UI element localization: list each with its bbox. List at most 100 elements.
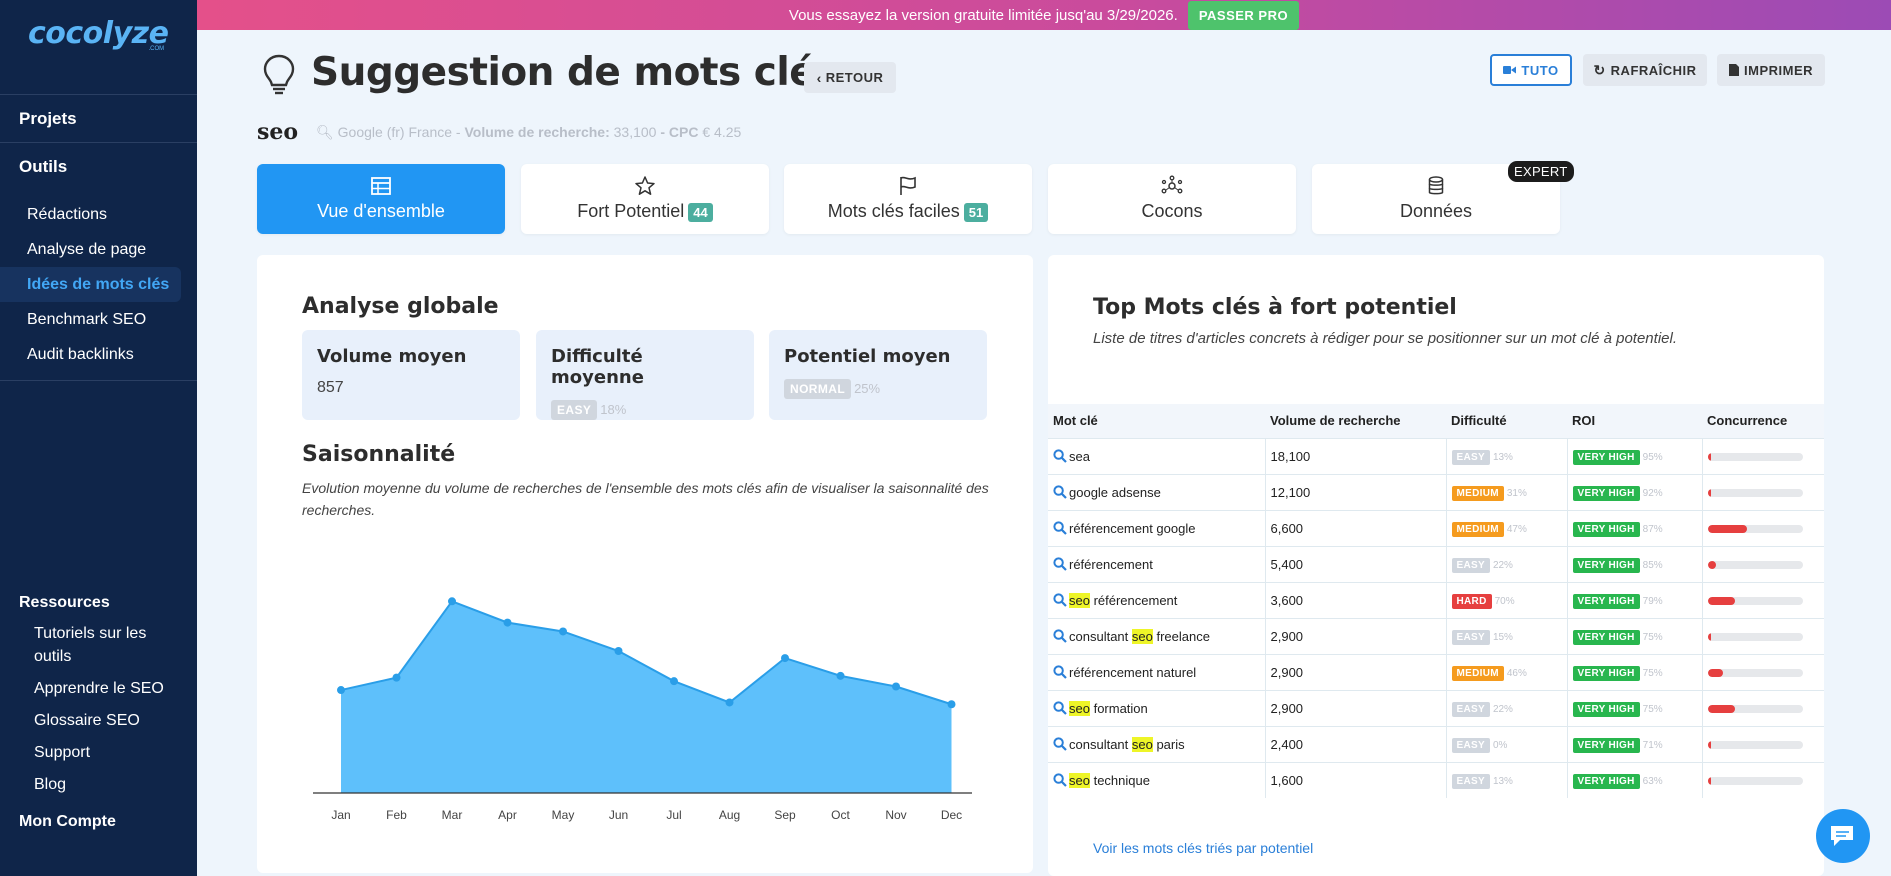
table-row[interactable]: seo formation 2,900 EASY 22% VERY HIGH 75% xyxy=(1048,689,1824,726)
data-point-apr[interactable] xyxy=(503,618,512,627)
concurrence-cell xyxy=(1701,509,1824,546)
search-icon: 🔍︎ xyxy=(316,124,334,140)
table-row[interactable]: seo référencement 3,600 HARD 70% VERY HIGH 79… xyxy=(1048,581,1824,618)
difficulty-badge: EASY xyxy=(1451,701,1490,717)
kw-highlight: seo xyxy=(1069,592,1090,608)
search-icon[interactable] xyxy=(1053,736,1067,751)
refresh-icon: ↻ xyxy=(1593,61,1606,78)
keywords-table: Mot clé Volume de recherche Difficulté R… xyxy=(1048,404,1824,798)
back-button[interactable]: ‹ RETOUR xyxy=(804,62,896,93)
sidebar-res-support[interactable]: Support xyxy=(34,744,91,761)
sidebar-item-benchmark-seo[interactable]: Benchmark SEO xyxy=(27,310,147,328)
top-keywords-subtitle: Liste de titres d'articles concrets à ré… xyxy=(1093,330,1677,347)
chat-button[interactable] xyxy=(1816,809,1870,863)
search-icon[interactable] xyxy=(1053,700,1067,715)
data-point-dec[interactable] xyxy=(947,700,956,709)
data-point-aug[interactable] xyxy=(725,698,734,707)
col-volume[interactable]: Volume de recherche xyxy=(1265,404,1446,438)
data-point-jan[interactable] xyxy=(337,686,345,695)
search-icon[interactable] xyxy=(1053,628,1067,643)
search-icon[interactable] xyxy=(1053,556,1067,571)
volume-cell: 3,600 xyxy=(1264,581,1446,618)
col-concurrence[interactable]: Concurrence xyxy=(1702,404,1824,438)
table-row[interactable]: seo technique 1,600 EASY 13% VERY HIGH 63% xyxy=(1048,761,1824,798)
print-button[interactable]: IMPRIMER xyxy=(1717,54,1825,86)
kw-post: sea xyxy=(1069,448,1090,464)
data-point-feb[interactable] xyxy=(392,673,401,682)
concurrence-cell xyxy=(1701,761,1824,798)
keyword-cell[interactable]: google adsense xyxy=(1048,473,1265,510)
seasonality-chart: Jan Feb Mar Apr May Jun Jul Aug Sep Oct Nov Dec xyxy=(313,597,972,822)
roi-pct: 63% xyxy=(1642,775,1663,787)
data-point-jul[interactable] xyxy=(670,677,678,686)
roi-cell: VERY HIGH 75% xyxy=(1566,617,1702,654)
keyword-cell[interactable]: sea xyxy=(1048,437,1265,474)
keyword-cell[interactable]: référencement naturel xyxy=(1048,653,1265,690)
data-point-mar[interactable] xyxy=(448,597,456,606)
upgrade-button[interactable]: PASSER PRO xyxy=(1187,0,1300,30)
keyword-cell[interactable]: seo technique xyxy=(1048,761,1265,798)
keyword-cell[interactable]: consultant seo freelance xyxy=(1048,617,1265,654)
data-point-sep[interactable] xyxy=(781,654,789,663)
table-row[interactable]: consultant seo paris 2,400 EASY 0% VERY HIGH… xyxy=(1048,725,1824,762)
concurrence-bar xyxy=(1707,561,1803,570)
table-row[interactable]: google adsense 12,100 MEDIUM 31% VERY HIGH 92… xyxy=(1048,473,1824,510)
kw-post: freelance xyxy=(1152,628,1210,644)
concurrence-cell xyxy=(1701,473,1824,510)
sidebar-item-audit-backlinks[interactable]: Audit backlinks xyxy=(27,345,134,363)
difficulty-pct: 22% xyxy=(1492,559,1513,571)
search-icon[interactable] xyxy=(1053,484,1067,499)
roi-badge: VERY HIGH xyxy=(1572,593,1640,609)
difficulty-pct: 46% xyxy=(1506,667,1527,679)
tab-cocons[interactable]: Cocons xyxy=(1048,164,1296,234)
table-row[interactable]: référencement google 6,600 MEDIUM 47% VERY H… xyxy=(1048,509,1824,546)
keyword-cell[interactable]: seo référencement xyxy=(1048,581,1265,618)
search-icon[interactable] xyxy=(1053,592,1067,607)
sidebar-res-blog[interactable]: Blog xyxy=(34,776,67,793)
tab-overview[interactable]: Vue d'ensemble xyxy=(257,164,505,234)
table-row[interactable]: référencement naturel 2,900 MEDIUM 46% VERY … xyxy=(1048,653,1824,690)
col-difficulty[interactable]: Difficulté xyxy=(1446,404,1567,438)
tuto-button[interactable]: TUTO xyxy=(1490,54,1572,86)
keyword-cell[interactable]: référencement google xyxy=(1048,509,1265,546)
concurrence-cell xyxy=(1701,725,1824,762)
volume-cell: 18,100 xyxy=(1264,437,1446,474)
logo[interactable]: cocolyze .COM xyxy=(0,0,197,95)
sidebar-divider xyxy=(0,380,197,381)
sidebar-projects[interactable]: Projets xyxy=(0,95,197,143)
sidebar-res-tutoriels[interactable]: Tutoriels sur les outils xyxy=(34,625,147,665)
search-icon[interactable] xyxy=(1053,520,1067,535)
data-point-nov[interactable] xyxy=(892,682,900,691)
col-keyword[interactable]: Mot clé xyxy=(1048,404,1265,438)
table-row[interactable]: référencement 5,400 EASY 22% VERY HIGH 85% xyxy=(1048,545,1824,582)
concurrence-bar xyxy=(1707,633,1803,642)
sidebar-account[interactable]: Mon Compte xyxy=(19,813,116,830)
search-icon[interactable] xyxy=(1053,773,1067,787)
see-more-link[interactable]: Voir les mots clés triés par potentiel xyxy=(1093,840,1314,856)
refresh-button[interactable]: ↻ RAFRAÎCHIR xyxy=(1583,54,1707,86)
concurrence-fill xyxy=(1707,669,1723,678)
table-row[interactable]: sea 18,100 EASY 13% VERY HIGH 95% xyxy=(1048,437,1824,474)
difficulty-badge: MEDIUM xyxy=(1451,485,1504,501)
roi-pct: 87% xyxy=(1642,523,1663,535)
search-icon[interactable] xyxy=(1053,664,1067,679)
sidebar-item-idees-mots-cles[interactable]: Idées de mots clés xyxy=(0,267,181,302)
keyword-cell[interactable]: seo formation xyxy=(1048,689,1265,726)
tab-fort-potentiel[interactable]: Fort Potentiel 44 xyxy=(521,164,769,234)
table-row[interactable]: consultant seo freelance 2,900 EASY 15% VERY… xyxy=(1048,617,1824,654)
data-point-jun[interactable] xyxy=(614,647,623,655)
sidebar-item-analyse-page[interactable]: Analyse de page xyxy=(27,240,147,258)
sidebar-res-apprendre[interactable]: Apprendre le SEO xyxy=(34,680,164,697)
col-roi[interactable]: ROI xyxy=(1567,404,1702,438)
search-icon[interactable] xyxy=(1053,448,1067,463)
sidebar-tools[interactable]: Outils xyxy=(19,157,68,176)
data-point-oct[interactable] xyxy=(836,671,845,680)
sidebar-item-redactions[interactable]: Rédactions xyxy=(27,205,108,223)
keyword-cell[interactable]: consultant seo paris xyxy=(1048,725,1265,762)
sidebar-res-glossaire[interactable]: Glossaire SEO xyxy=(34,712,140,729)
keyword-cell[interactable]: référencement xyxy=(1048,545,1265,582)
stat-volume-value: 857 xyxy=(317,379,344,396)
tab-mots-faciles[interactable]: Mots clés faciles 51 xyxy=(784,164,1032,234)
volume-label: Volume de recherche: xyxy=(464,124,610,140)
data-point-may[interactable] xyxy=(559,627,567,636)
